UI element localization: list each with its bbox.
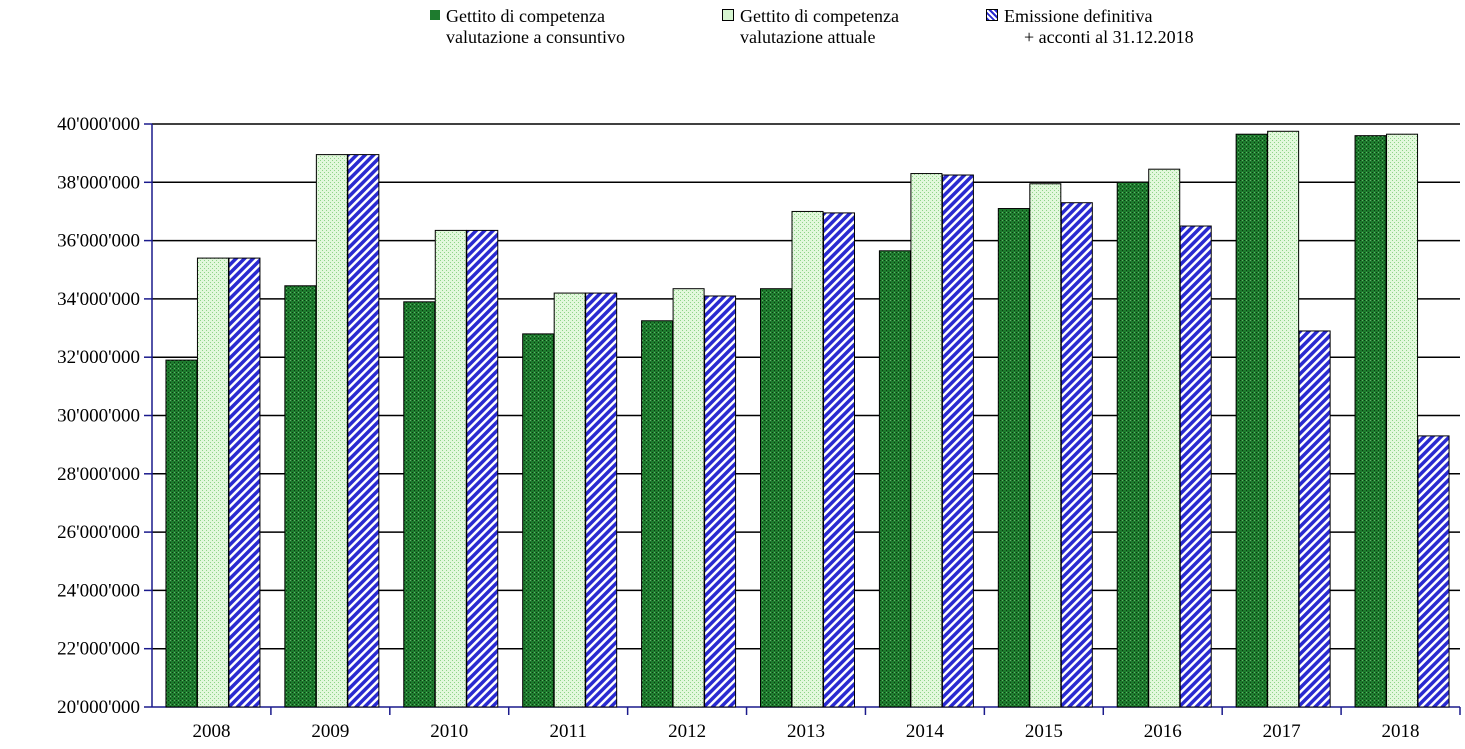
- y-tick-label: 32'000'000: [57, 347, 140, 368]
- bar-series-2: [672, 288, 705, 708]
- y-tick-label: 26'000'000: [57, 522, 140, 543]
- bar-series-2: [196, 257, 229, 708]
- legend-label-series-1-line-2: valutazione a consuntivo: [446, 27, 625, 47]
- legend-item-series-2: Gettito di competenza valutazione attual…: [722, 6, 899, 48]
- bar-series-3: [466, 229, 499, 708]
- y-tick-label: 22'000'000: [57, 639, 140, 660]
- bar-series-1: [1116, 181, 1149, 708]
- legend-label-series-1-line-1: Gettito di competenza: [446, 6, 605, 26]
- x-tick-label: 2014: [906, 721, 945, 742]
- bar-series-2: [315, 154, 348, 708]
- y-tick-label: 24'000'000: [57, 580, 140, 601]
- y-tick-label: 30'000'000: [57, 406, 140, 427]
- x-tick-label: 2018: [1382, 721, 1420, 742]
- legend-swatch-series-3: [986, 9, 998, 21]
- x-tick-label: 2012: [668, 721, 706, 742]
- bar-series-1: [1235, 133, 1268, 708]
- bar-series-2: [553, 292, 586, 708]
- x-tick-label: 2008: [192, 721, 230, 742]
- legend-item-series-3: Emissione definitiva + acconti al 31.12.…: [986, 6, 1194, 48]
- legend-label-series-1: Gettito di competenza valutazione a cons…: [446, 6, 625, 48]
- y-tick-label: 40'000'000: [57, 114, 140, 135]
- bar-series-2: [434, 229, 467, 708]
- y-tick-label: 34'000'000: [57, 289, 140, 310]
- y-tick-label: 36'000'000: [57, 231, 140, 252]
- bar-series-1: [997, 208, 1030, 708]
- legend-swatch-series-2: [722, 9, 734, 21]
- bar-series-1: [1354, 135, 1387, 708]
- y-tick-label: 20'000'000: [57, 697, 140, 718]
- legend-label-series-3-line-2: + acconti al 31.12.2018: [1024, 27, 1194, 47]
- chart-legend: Gettito di competenza valutazione a cons…: [0, 6, 1465, 66]
- bar-series-2: [910, 173, 943, 708]
- bar-series-1: [641, 320, 674, 708]
- x-tick-label: 2016: [1144, 721, 1182, 742]
- legend-item-series-1: Gettito di competenza valutazione a cons…: [430, 6, 625, 48]
- bar-layer: [165, 130, 1450, 708]
- x-tick-label: 2015: [1025, 721, 1063, 742]
- y-tick-label: 38'000'000: [57, 172, 140, 193]
- legend-label-series-2: Gettito di competenza valutazione attual…: [740, 6, 899, 48]
- bar-series-2: [1148, 168, 1181, 708]
- bar-series-2: [1029, 183, 1062, 708]
- bar-series-1: [878, 250, 911, 708]
- bar-series-3: [585, 292, 618, 708]
- bar-series-3: [1298, 330, 1331, 708]
- x-tick-label: 2010: [430, 721, 468, 742]
- bar-series-1: [522, 333, 555, 708]
- bar-series-3: [1417, 435, 1450, 708]
- legend-label-series-2-line-1: Gettito di competenza: [740, 6, 899, 26]
- legend-label-series-3-line-1: Emissione definitiva: [1004, 6, 1153, 26]
- legend-label-series-3: Emissione definitiva + acconti al 31.12.…: [1004, 6, 1194, 48]
- bar-series-3: [228, 257, 261, 708]
- legend-label-series-2-line-2: valutazione attuale: [740, 27, 876, 47]
- x-tick-label: 2011: [550, 721, 587, 742]
- y-tick-label: 28'000'000: [57, 464, 140, 485]
- x-tick-label: 2013: [787, 721, 825, 742]
- bar-series-3: [823, 212, 855, 708]
- label-layer: 20'000'000 22'000'000 24'000'000 26'000'000…: [57, 114, 1419, 742]
- bar-series-3: [1179, 225, 1212, 708]
- bar-series-2: [1386, 133, 1419, 708]
- x-tick-label: 2009: [311, 721, 349, 742]
- bar-series-1: [165, 359, 198, 708]
- x-tick-label: 2017: [1263, 721, 1301, 742]
- legend-swatch-series-1: [430, 10, 440, 20]
- bar-series-3: [941, 174, 974, 708]
- bar-series-1: [403, 301, 436, 708]
- bar-series-3: [347, 154, 380, 708]
- bar-series-3: [704, 295, 737, 708]
- bar-series-1: [760, 288, 792, 708]
- bar-series-2: [791, 210, 824, 708]
- bar-series-3: [1060, 202, 1093, 708]
- bar-series-2: [1267, 130, 1300, 708]
- bar-series-1: [284, 285, 317, 708]
